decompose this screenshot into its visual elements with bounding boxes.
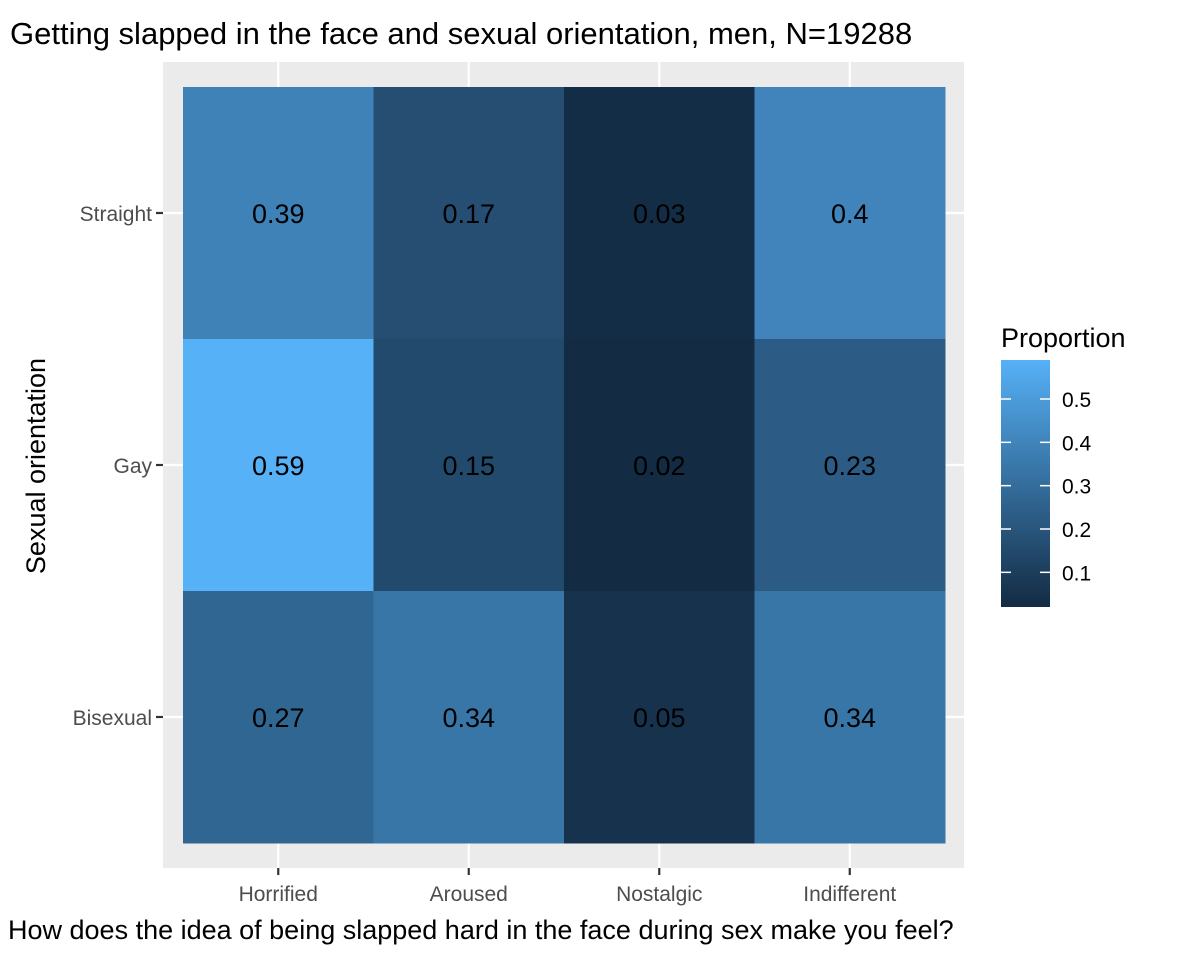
heatmap-cell-gay-horrified	[183, 339, 374, 592]
x-axis-title: How does the idea of being slapped hard …	[8, 915, 954, 945]
cell-value-label: 0.59	[252, 451, 305, 481]
legend-tick-label: 0.3	[1062, 476, 1091, 499]
y-tick-label-bisexual: Bisexual	[73, 707, 152, 730]
x-tick-label-horrified: Horrified	[239, 883, 318, 906]
heatmap-cell-gay-aroused	[373, 339, 565, 592]
legend-tick-label: 0.2	[1062, 519, 1091, 542]
legend-tick-label: 0.4	[1062, 432, 1092, 455]
chart-title: Getting slapped in the face and sexual o…	[10, 16, 912, 51]
cell-value-label: 0.02	[633, 451, 686, 481]
x-tick-label-indifferent: Indifferent	[803, 883, 896, 906]
cell-labels: 0.39 0.17 0.03 0.4 0.59 0.15 0.02 0.23 0.27 0.34 0…	[252, 199, 876, 733]
heatmap-cell-gay-nostalgic	[564, 339, 755, 592]
legend-tick-label: 0.5	[1062, 389, 1091, 412]
y-tick-label-straight: Straight	[80, 203, 153, 226]
heatmap-cell-bisexual-aroused	[373, 591, 565, 844]
x-axis: Horrified Aroused Nostalgic Indifferent	[239, 868, 896, 906]
cell-value-label: 0.03	[633, 199, 686, 229]
cell-value-label: 0.4	[831, 199, 869, 229]
legend-title: Proportion	[1001, 323, 1126, 353]
y-axis-title: Sexual orientation	[21, 358, 51, 574]
legend-ticks: 0.1 0.2 0.3 0.4 0.5	[1001, 389, 1092, 585]
heatmap-cell-straight-nostalgic	[564, 87, 755, 340]
legend: Proportion 0.1 0.2 0.3 0.4 0.5	[1001, 323, 1126, 607]
y-tick-label-gay: Gay	[113, 455, 152, 478]
cell-value-label: 0.17	[442, 199, 495, 229]
heatmap-cell-gay-indifferent	[754, 339, 946, 592]
heatmap-cell-straight-horrified	[183, 87, 374, 340]
x-tick-label-nostalgic: Nostalgic	[616, 883, 702, 906]
heatmap-cells	[183, 87, 946, 844]
heatmap-cell-bisexual-nostalgic	[564, 591, 755, 844]
heatmap-cell-bisexual-horrified	[183, 591, 374, 844]
heatmap-cell-bisexual-indifferent	[754, 591, 946, 844]
cell-value-label: 0.15	[442, 451, 495, 481]
heatmap-cell-straight-aroused	[373, 87, 565, 340]
cell-value-label: 0.34	[823, 703, 876, 733]
cell-value-label: 0.27	[252, 703, 305, 733]
cell-value-label: 0.39	[252, 199, 305, 229]
legend-colorbar	[1001, 360, 1050, 607]
cell-value-label: 0.05	[633, 703, 686, 733]
cell-value-label: 0.23	[823, 451, 876, 481]
heatmap-cell-straight-indifferent	[754, 87, 946, 340]
cell-value-label: 0.34	[442, 703, 495, 733]
x-tick-label-aroused: Aroused	[430, 883, 508, 906]
y-axis: Straight Gay Bisexual	[73, 203, 163, 730]
legend-tick-label: 0.1	[1062, 562, 1091, 585]
